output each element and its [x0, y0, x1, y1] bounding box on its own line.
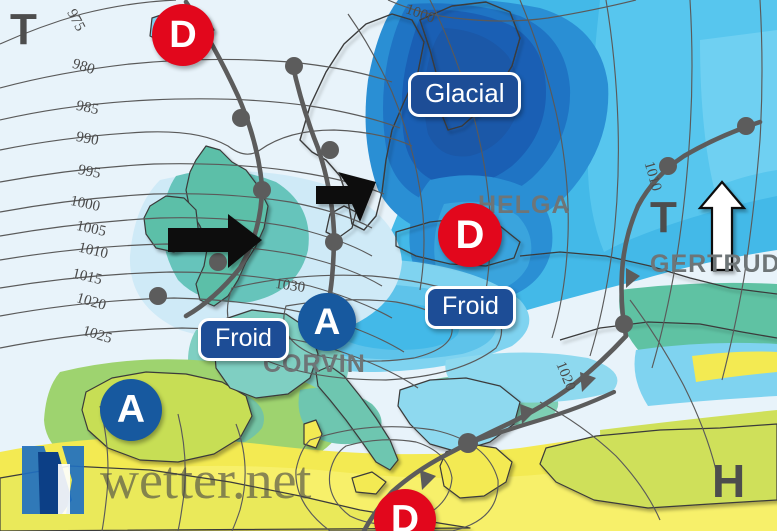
land-north-africa: [0, 465, 471, 531]
label-froid-baltic: Froid: [425, 286, 516, 329]
isobar-med-d: [177, 413, 186, 531]
flow-arrows: [168, 172, 747, 272]
label-glacial: Glacial: [408, 72, 522, 117]
land-greece: [439, 443, 513, 499]
front-scandinavia-markers: [285, 57, 343, 251]
wetter-net-logo: wetter.net: [18, 444, 311, 516]
isobar-980: [0, 58, 393, 89]
front-occluded-atlantic-markers: [149, 109, 271, 305]
isobar-se: [539, 401, 661, 521]
land-sicily: [351, 471, 387, 495]
land-italy: [315, 365, 399, 471]
low-symbol-northwest: T: [10, 5, 37, 54]
low-badge-north-atlantic[interactable]: D: [152, 4, 214, 66]
low-badge-mediterranean[interactable]: D: [374, 489, 436, 531]
isobar-med-c: [231, 423, 246, 531]
front-gertrud-markers: [615, 117, 755, 333]
front-scandinavia: [289, 59, 337, 297]
anomaly-band-cyan-far-east: [700, 30, 777, 188]
isobar-north-d: [589, 0, 619, 357]
frontal-systems: [149, 0, 763, 531]
high-symbol-southeast: H: [712, 455, 746, 507]
isobar-north-c: [519, 0, 569, 339]
low-badge-baltic[interactable]: D: [438, 203, 502, 267]
high-badge-central-europe[interactable]: A: [298, 293, 356, 351]
isobar-north-a: [347, 13, 425, 291]
isobar-med-e: [99, 405, 109, 531]
isobar-985: [0, 98, 401, 129]
land-black-sea-coast: [559, 321, 777, 341]
wetter-net-logo-mark: [22, 446, 84, 514]
high-badge-iberia[interactable]: A: [100, 379, 162, 441]
front-aegean: [463, 389, 617, 447]
land-denmark: [325, 205, 357, 239]
wetter-net-wordmark: wetter.net: [100, 450, 312, 510]
anomaly-yellow-anatolia: [692, 351, 777, 382]
low-symbol-east: T: [650, 193, 677, 242]
isobar-north-e: [651, 0, 693, 369]
land-east-europe-coast: [519, 251, 777, 295]
storm-name-gertrud: GERTRUD: [650, 250, 777, 278]
isobar-north-b: [429, 0, 491, 313]
land-turkey: [539, 423, 777, 509]
flow-arrow-scandinavia: [316, 172, 376, 222]
isobar-975: [0, 0, 177, 45]
isobar-1030-inner: [283, 299, 453, 362]
label-froid-west: Froid: [198, 318, 289, 361]
isobar-990: [0, 129, 413, 155]
isobar-1020: [0, 297, 405, 353]
isobar-995: [0, 163, 385, 195]
isobar-med-b: [295, 426, 499, 531]
isobar-turkey: [629, 299, 717, 471]
flow-arrow-black-sea: [697, 180, 747, 272]
flow-arrow-british-isles: [168, 214, 262, 268]
land-scandinavia: [299, 13, 425, 231]
isobar-north-f: [721, 0, 763, 381]
isobar-1000-north: [387, 0, 637, 22]
front-gertrud: [619, 119, 763, 339]
isobar-1015: [0, 271, 393, 319]
isobar-1000: [0, 193, 373, 229]
